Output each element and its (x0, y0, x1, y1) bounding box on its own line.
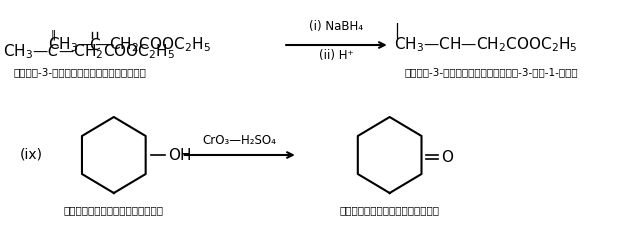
Text: (i) NaBH₄: (i) NaBH₄ (309, 20, 363, 33)
Text: (ix): (ix) (20, 148, 43, 162)
Text: OH: OH (168, 147, 192, 163)
Text: O: O (441, 150, 453, 164)
Text: CrO₃—H₂SO₄: CrO₃—H₂SO₄ (203, 134, 277, 147)
Text: C: C (89, 38, 100, 52)
Text: CH$_3$—$\overset{\|}{C}$—CH$_2$COOC$_2$H$_5$: CH$_3$—$\overset{\|}{C}$—CH$_2$COOC$_2$H… (2, 29, 175, 61)
Text: एथिल-3-ओक्सोब्यूटेन-3-ओल-1-ओएट: एथिल-3-ओक्सोब्यूटेन-3-ओल-1-ओएट (404, 67, 578, 77)
Text: साइक्लोहेक्सेनॉल: साइक्लोहेक्सेनॉल (64, 205, 164, 215)
Text: |: | (394, 23, 399, 39)
Text: साइक्लोहेक्सेनोन: साइक्लोहेक्सेनोन (340, 205, 440, 215)
Text: —CH$_2$COOC$_2$H$_5$: —CH$_2$COOC$_2$H$_5$ (95, 36, 211, 54)
Text: CH$_3$—: CH$_3$— (49, 36, 95, 54)
Text: CH$_3$—CH—CH$_2$COOC$_2$H$_5$: CH$_3$—CH—CH$_2$COOC$_2$H$_5$ (394, 36, 578, 54)
Text: (ii) H⁺: (ii) H⁺ (319, 49, 354, 62)
Text: एथिल-3-ओक्सोब्यूटेनोएट: एथिल-3-ओक्सोब्यूटेनोएट (14, 67, 146, 77)
